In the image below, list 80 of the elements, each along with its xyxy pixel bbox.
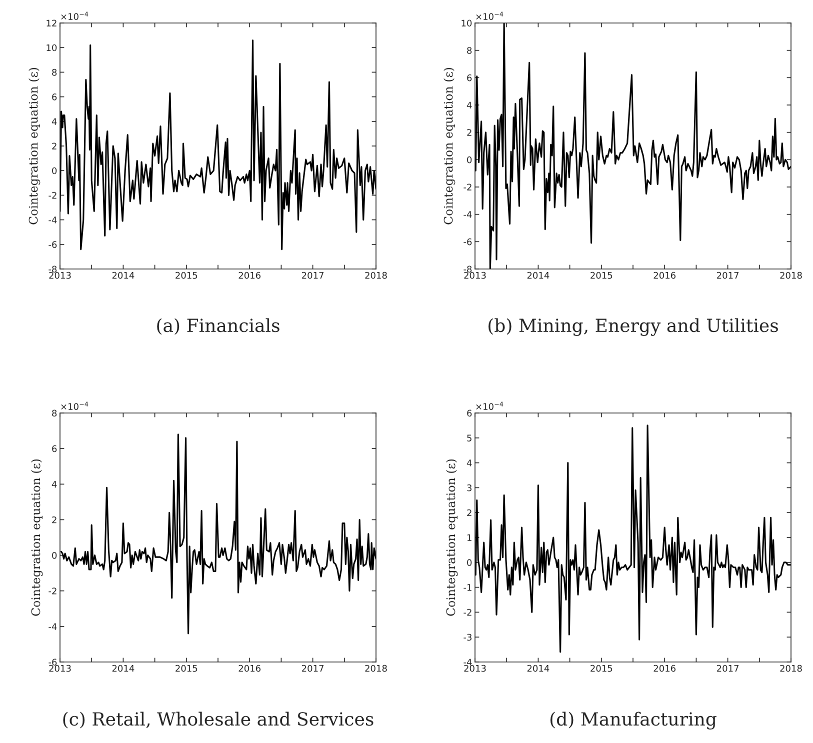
line-series: [475, 424, 791, 653]
y-tick-label: 2: [52, 142, 56, 150]
y-tick-label: 8: [52, 410, 57, 417]
x-tick-label: 2014: [112, 272, 134, 279]
y-tick-label: -3: [464, 634, 472, 641]
x-tick-label: 2017: [302, 272, 324, 279]
text: ×10$^{−4}$: [476, 12, 504, 20]
y-tick-label: 1: [467, 534, 472, 541]
y-tick-label: 2: [467, 129, 472, 136]
y-axis-title: Cointegration equation (ε): [31, 459, 43, 616]
y-tick-label: 6: [52, 445, 57, 452]
y-tick-label: 5: [467, 434, 472, 442]
text: ×10$^{−4}$: [61, 12, 88, 20]
x-tick-label: 2014: [112, 664, 134, 672]
x-tick-label: 2015: [590, 272, 612, 279]
y-tick-label: 0: [52, 552, 57, 559]
text: ×10$^{−4}$: [476, 402, 504, 410]
x-tick-label: 2017: [302, 664, 324, 672]
x-tick-label: 2018: [780, 272, 802, 279]
x-tick-label: 2018: [365, 272, 387, 279]
y-tick-label: 12: [46, 20, 56, 26]
y-tick-label: -6: [464, 238, 472, 246]
y-tick-label: 6: [52, 94, 57, 100]
x-tick-label: 2016: [654, 272, 676, 279]
y-tick-label: -8: [48, 266, 57, 273]
y-tick-label: -2: [48, 588, 56, 594]
y-axis-title: Cointegration equation (ε): [444, 68, 456, 224]
x-tick-label: 2013: [49, 272, 71, 279]
y-tick-label: -8: [464, 266, 472, 273]
y-tick-label: 10: [46, 44, 57, 52]
y-tick-label: 8: [467, 47, 472, 54]
x-tick-label: 2013: [464, 664, 486, 672]
x-tick-label: 2016: [238, 272, 261, 279]
y-tick-label: 0: [467, 156, 472, 164]
y-tick-label: 8: [52, 68, 57, 76]
y-tick-label: -1: [464, 584, 472, 591]
x-tick-label: 2018: [780, 664, 802, 672]
y-axis-title: Cointegration equation (ε): [446, 459, 458, 616]
y-tick-label: -4: [464, 658, 472, 666]
y-tick-label: 0: [467, 559, 472, 566]
x-tick-label: 2017: [716, 272, 739, 279]
x-tick-label: 2014: [527, 664, 550, 672]
y-tick-label: 2: [467, 509, 472, 516]
x-tick-label: 2015: [176, 272, 198, 279]
x-tick-label: 2015: [590, 664, 612, 672]
line-series: [60, 434, 376, 634]
y-tick-label: 4: [466, 460, 472, 466]
x-tick-label: 2017: [716, 664, 739, 672]
y-tick-label: 6: [467, 410, 472, 417]
x-tick-label: 2013: [49, 664, 71, 672]
x-tick-label: 2014: [527, 272, 550, 279]
text: (a) Financials: [157, 318, 280, 335]
y-tick-label: -6: [48, 658, 57, 666]
y-tick-label: -2: [48, 192, 56, 199]
y-tick-label: -2: [464, 608, 472, 616]
y-tick-label: 10: [462, 20, 472, 27]
text: (b) Mining, Energy and Utilities: [488, 318, 778, 336]
y-tick-label: -4: [48, 623, 57, 630]
y-axis-title: Cointegration equation (ε): [28, 68, 40, 224]
text: ×10$^{−4}$: [61, 402, 88, 410]
x-tick-label: 2013: [464, 272, 486, 279]
y-tick-label: 4: [52, 118, 57, 125]
y-tick-label: -4: [48, 216, 57, 224]
y-tick-label: -6: [48, 241, 57, 248]
x-tick-label: 2016: [238, 664, 261, 672]
x-tick-label: 2015: [176, 664, 198, 672]
x-tick-label: 2018: [365, 664, 387, 672]
text: (c) Retail, Wholesale and Services: [63, 712, 374, 728]
y-tick-label: 4: [52, 480, 57, 488]
y-tick-label: -4: [464, 211, 472, 218]
y-tick-label: 4: [466, 102, 472, 108]
y-tick-label: 0: [52, 167, 57, 174]
line-series: [60, 39, 376, 250]
y-tick-label: 2: [52, 516, 56, 524]
x-tick-label: 2016: [654, 664, 676, 672]
y-tick-label: 3: [467, 484, 472, 492]
line-series: [475, 23, 791, 269]
text: (d) Manufacturing: [550, 712, 716, 730]
y-tick-label: 6: [467, 74, 472, 82]
y-tick-label: -2: [464, 184, 472, 190]
